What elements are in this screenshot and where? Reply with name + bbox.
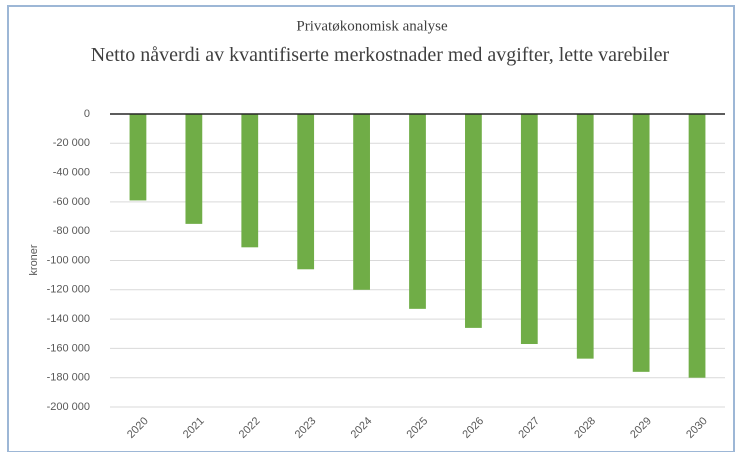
title-box: Netto nåverdi av kvantifiserte merkostna… xyxy=(90,44,670,66)
y-tick-label: -40 000 xyxy=(53,167,90,179)
bar xyxy=(576,114,594,359)
y-axis-label: kroner xyxy=(28,244,40,276)
y-tick-label: -60 000 xyxy=(53,196,90,208)
bar xyxy=(688,114,706,378)
y-tick-label: -20 000 xyxy=(53,137,90,149)
y-tick-label: -180 000 xyxy=(47,372,90,384)
bar xyxy=(297,114,315,270)
y-tick-label: 0 xyxy=(84,108,90,120)
y-tick-label: -160 000 xyxy=(47,342,90,354)
chart-title: Netto nåverdi av kvantifiserte merkostna… xyxy=(90,44,670,66)
bar xyxy=(353,114,370,290)
chart-subtitle: Privatøkonomisk analyse xyxy=(296,18,448,34)
bar xyxy=(409,114,426,309)
y-tick-label: -200 000 xyxy=(47,401,90,413)
bar xyxy=(129,114,147,201)
bar xyxy=(185,114,203,224)
y-tick-label: -140 000 xyxy=(47,313,90,325)
y-tick-label: -80 000 xyxy=(53,225,90,237)
bar xyxy=(520,114,538,345)
bar xyxy=(632,114,650,372)
bar xyxy=(465,114,482,328)
bar xyxy=(241,114,259,248)
y-tick-label: -120 000 xyxy=(47,284,90,296)
y-tick-label: -100 000 xyxy=(47,254,90,266)
